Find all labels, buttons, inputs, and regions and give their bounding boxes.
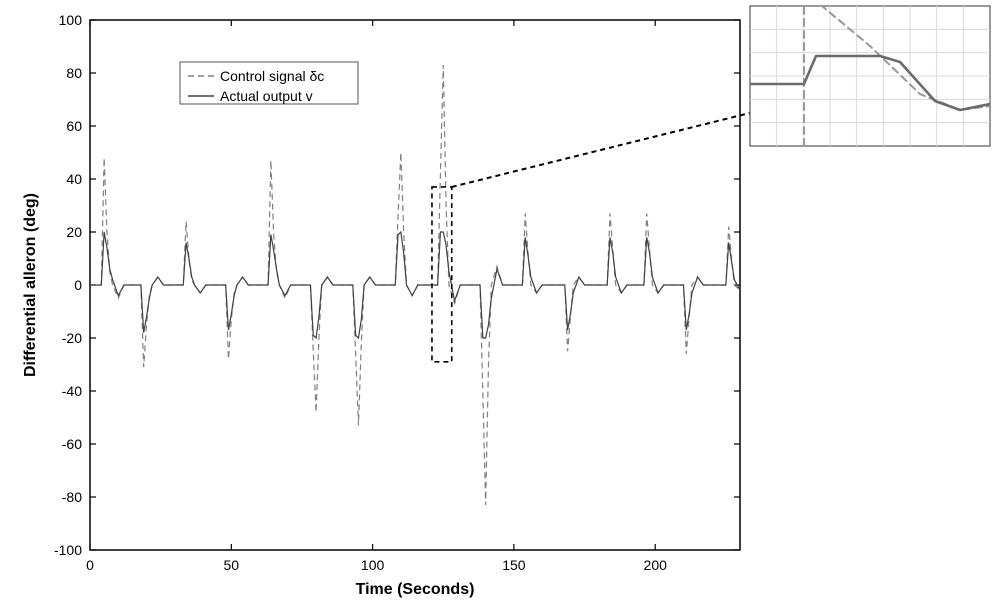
ytick-label: -20	[62, 330, 82, 346]
y-axis-label: Differential alleron (deg)	[22, 193, 39, 377]
ytick-label: 60	[66, 118, 82, 134]
inset-plot	[750, 6, 990, 146]
x-axis-label: Time (Seconds)	[356, 581, 475, 598]
legend-label: Actual output v	[220, 88, 313, 104]
ytick-label: -80	[62, 489, 82, 505]
xtick-label: 200	[644, 557, 668, 573]
ytick-label: 100	[59, 12, 83, 28]
xtick-label: 50	[224, 557, 240, 573]
xtick-label: 150	[502, 557, 526, 573]
ytick-label: 20	[66, 224, 82, 240]
chart-root: 0 50 100 150 200 -100 -80 -60 -40 -20 0 20 40 60 80 100…	[0, 0, 1000, 601]
ytick-label: 0	[74, 277, 82, 293]
ytick-label: 40	[66, 171, 82, 187]
ytick-label: -40	[62, 383, 82, 399]
ytick-label: 80	[66, 65, 82, 81]
xtick-label: 0	[86, 557, 94, 573]
ytick-label: -100	[54, 542, 82, 558]
ytick-label: -60	[62, 436, 82, 452]
legend-label: Control signal δc	[220, 68, 324, 84]
xtick-label: 100	[361, 557, 385, 573]
